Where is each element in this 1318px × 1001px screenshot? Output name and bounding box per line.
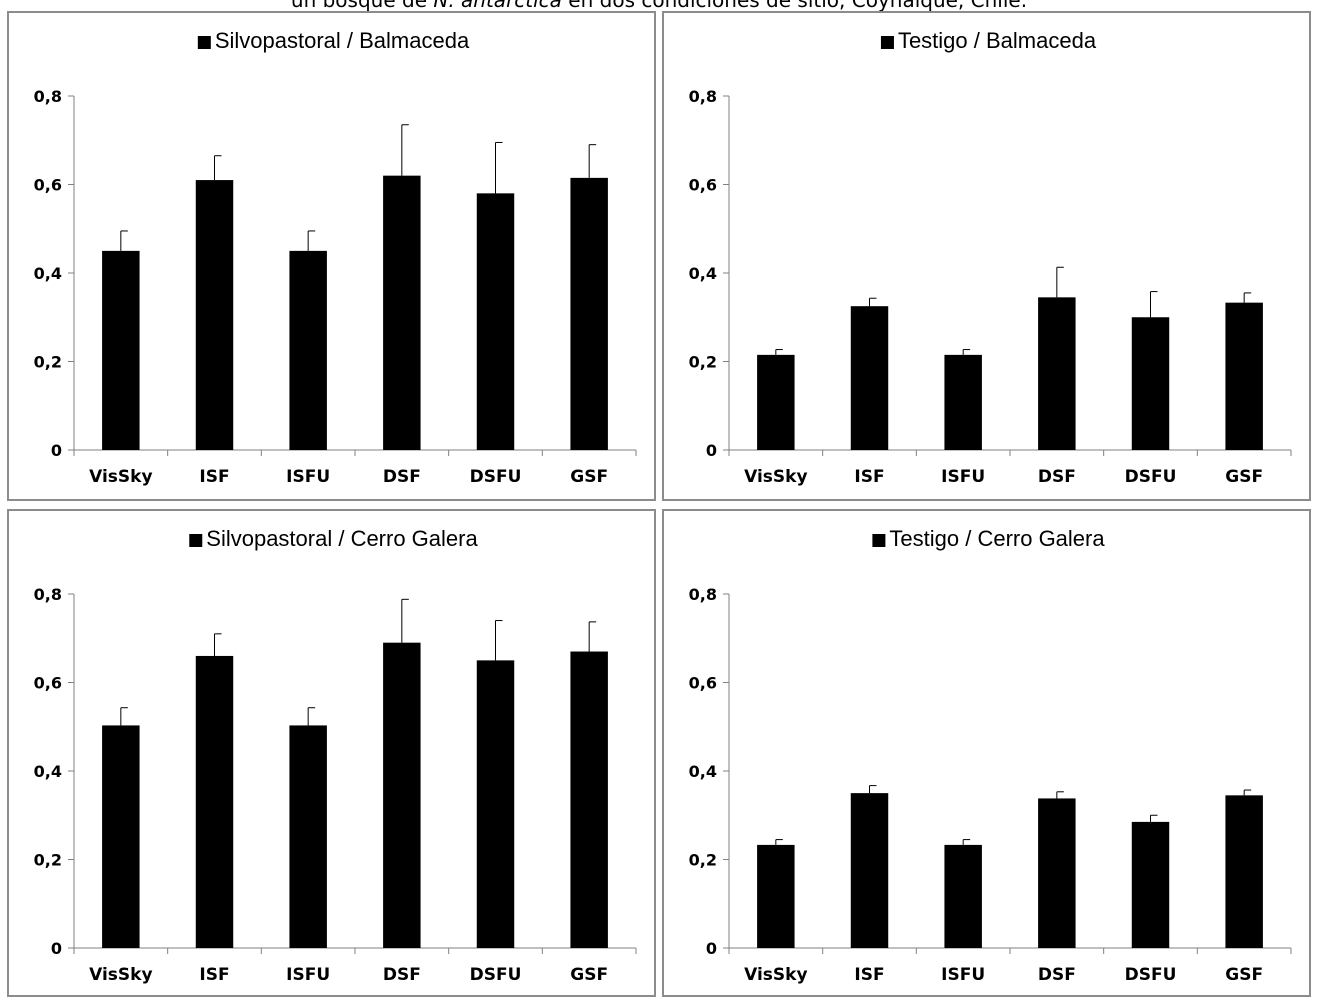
y-tick-label: 0,4 — [689, 264, 717, 283]
y-tick-label: 0,6 — [34, 176, 62, 195]
bar-isfu — [289, 725, 327, 948]
x-category-label-isfu: ISFU — [286, 965, 330, 985]
y-tick-label: 0,8 — [34, 585, 62, 604]
legend-swatch — [872, 534, 886, 547]
x-category-label-gsf: GSF — [1225, 467, 1263, 487]
y-tick-label: 0 — [51, 939, 62, 958]
legend-label: Silvopastoral / Cerro Galera — [206, 526, 478, 551]
y-tick-label: 0,4 — [689, 762, 717, 781]
x-category-label-dsfu: DSFU — [470, 965, 522, 985]
x-category-label-dsf: DSF — [383, 965, 421, 985]
chart-panel-testigo-cerro-galera: Testigo / Cerro Galera 0 0,2 0,4 0,6 0,8 VisSk… — [662, 509, 1311, 997]
x-category-label-dsf: DSF — [1038, 965, 1076, 985]
x-category-label-dsf: DSF — [383, 467, 421, 487]
x-category-label-gsf: GSF — [570, 467, 608, 487]
bar-dsf — [1038, 798, 1076, 948]
x-category-label-isfu: ISFU — [941, 965, 985, 985]
x-category-label-isf: ISF — [854, 467, 884, 487]
bar-vissky — [757, 354, 795, 450]
y-tick-label: 0 — [51, 441, 62, 460]
chart-svg: Silvopastoral / Cerro Galera 0 0,2 0,4 0,6 0,… — [34, 526, 637, 985]
chart-svg: Silvopastoral / Balmaceda 0 0,2 0,4 0,6 0,8 Vi… — [34, 28, 637, 487]
y-tick-label: 0 — [706, 939, 717, 958]
x-category-label-dsfu: DSFU — [470, 467, 522, 487]
x-category-label-dsf: DSF — [1038, 467, 1076, 487]
y-tick-label: 0,8 — [34, 87, 62, 106]
legend-label: Silvopastoral / Balmaceda — [215, 28, 470, 53]
caption-text-before: un bosque de — [290, 0, 434, 12]
y-tick-label: 0,2 — [689, 851, 717, 870]
chart-panel-silvopastoral-cerro-galera: Silvopastoral / Cerro Galera 0 0,2 0,4 0,6 0,… — [7, 509, 656, 997]
bar-vissky — [102, 250, 140, 450]
x-category-label-gsf: GSF — [570, 965, 608, 985]
y-tick-label: 0,8 — [689, 585, 717, 604]
chart-legend: Silvopastoral / Cerro Galera — [189, 526, 478, 551]
bar-isfu — [944, 354, 982, 450]
legend-swatch — [189, 534, 203, 547]
bar-isf — [850, 793, 889, 948]
y-tick-label: 0,4 — [34, 762, 62, 781]
chart-legend: Testigo / Balmaceda — [880, 28, 1097, 53]
bar-isfu — [289, 250, 327, 450]
bar-vissky — [102, 725, 140, 948]
bar-dsfu — [476, 193, 515, 450]
caption-species: N. antarctica — [433, 0, 562, 12]
bar-dsfu — [1131, 317, 1170, 450]
chart-panel-silvopastoral-balmaceda: Silvopastoral / Balmaceda 0 0,2 0,4 0,6 0,8 Vi… — [7, 11, 656, 501]
bar-isf — [195, 180, 234, 450]
x-category-label-gsf: GSF — [1225, 965, 1263, 985]
y-tick-label: 0,2 — [689, 353, 717, 372]
y-tick-label: 0,4 — [34, 264, 62, 283]
bar-gsf — [1225, 302, 1263, 450]
caption-text-after: en dos condiciones de sitio, Coyhaique, … — [561, 0, 1028, 12]
legend-label: Testigo / Cerro Galera — [889, 526, 1105, 551]
chart-legend: Silvopastoral / Balmaceda — [197, 28, 470, 53]
y-tick-label: 0,8 — [689, 87, 717, 106]
bar-gsf — [1225, 795, 1263, 948]
x-category-label-vissky: VisSky — [89, 965, 152, 985]
x-category-label-vissky: VisSky — [89, 467, 152, 487]
x-category-label-isfu: ISFU — [286, 467, 330, 487]
chart-svg: Testigo / Balmaceda 0 0,2 0,4 0,6 0,8 VisSky IS… — [689, 28, 1292, 487]
bar-dsf — [383, 175, 421, 450]
figure-caption: un bosque de N. antarctica en dos condic… — [0, 0, 1318, 12]
x-category-label-isfu: ISFU — [941, 467, 985, 487]
legend-swatch — [880, 36, 894, 49]
y-tick-label: 0,6 — [34, 674, 62, 693]
y-tick-label: 0,2 — [34, 851, 62, 870]
y-tick-label: 0 — [706, 441, 717, 460]
chart-panel-testigo-balmaceda: Testigo / Balmaceda 0 0,2 0,4 0,6 0,8 VisSky IS… — [662, 11, 1311, 501]
bar-dsf — [1038, 297, 1076, 450]
bar-gsf — [570, 177, 608, 451]
x-category-label-dsfu: DSFU — [1125, 467, 1177, 487]
x-category-label-isf: ISF — [854, 965, 884, 985]
bar-isfu — [944, 844, 982, 948]
chart-svg: Testigo / Cerro Galera 0 0,2 0,4 0,6 0,8 VisSk… — [689, 526, 1292, 985]
legend-label: Testigo / Balmaceda — [898, 28, 1097, 53]
bar-gsf — [570, 651, 608, 948]
x-category-label-vissky: VisSky — [744, 467, 807, 487]
y-tick-label: 0,6 — [689, 674, 717, 693]
x-category-label-isf: ISF — [199, 467, 229, 487]
x-category-label-vissky: VisSky — [744, 965, 807, 985]
bar-dsfu — [476, 660, 515, 948]
y-tick-label: 0,6 — [689, 176, 717, 195]
bar-isf — [850, 306, 889, 450]
x-category-label-isf: ISF — [199, 965, 229, 985]
bar-isf — [195, 655, 234, 948]
bar-dsf — [383, 642, 421, 948]
chart-legend: Testigo / Cerro Galera — [872, 526, 1105, 551]
bar-dsfu — [1131, 821, 1170, 948]
legend-swatch — [197, 36, 211, 49]
y-tick-label: 0,2 — [34, 353, 62, 372]
x-category-label-dsfu: DSFU — [1125, 965, 1177, 985]
bar-vissky — [757, 844, 795, 948]
